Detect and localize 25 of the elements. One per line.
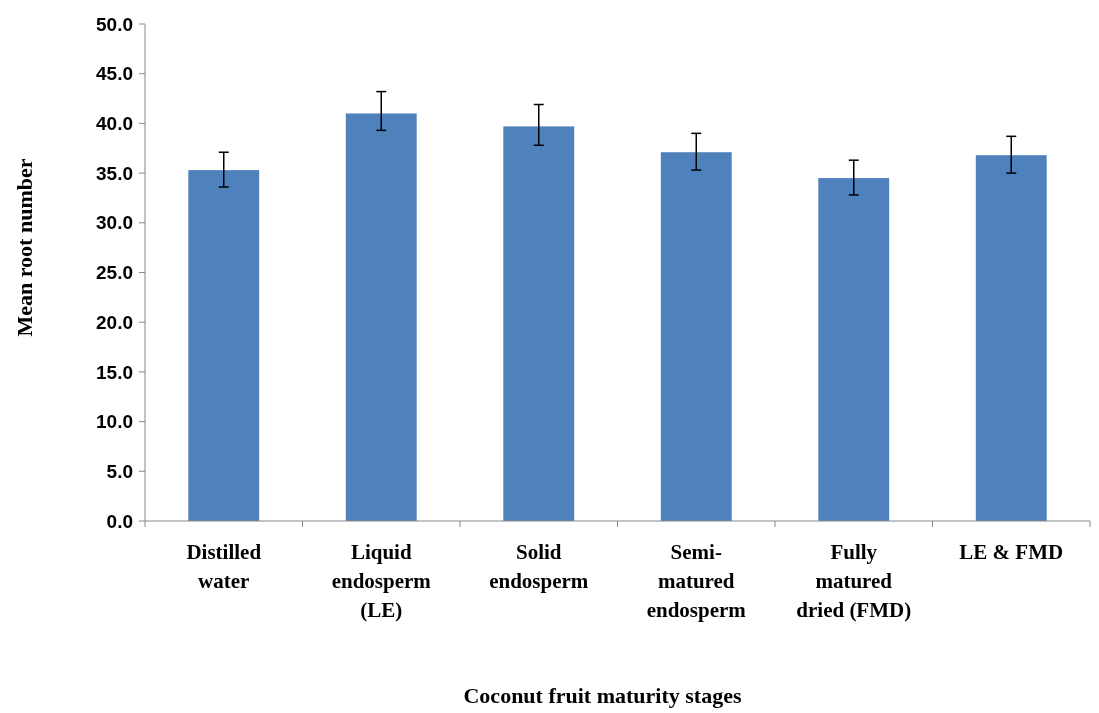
- x-tick-label: Semi-matured endosperm: [646, 540, 747, 622]
- bar: [503, 126, 575, 521]
- y-tick-label: 25.0: [96, 262, 133, 284]
- bar: [345, 113, 417, 521]
- y-tick-label: 50.0: [96, 13, 133, 35]
- y-tick-label: 15.0: [96, 361, 133, 383]
- bar: [818, 178, 890, 521]
- x-tick-label: Fully matured dried (FMD): [796, 540, 912, 622]
- y-tick-label: 0.0: [106, 510, 133, 532]
- bar: [660, 152, 732, 521]
- x-tick-label: LE & FMD: [959, 540, 1064, 564]
- y-tick-label: 30.0: [96, 212, 133, 234]
- y-tick-label: 5.0: [106, 460, 133, 482]
- y-tick-label: 40.0: [96, 113, 133, 135]
- bar: [188, 170, 260, 521]
- bar: [975, 155, 1047, 521]
- x-axis-title: Coconut fruit maturity stages: [463, 683, 742, 708]
- y-tick-label: 35.0: [96, 162, 133, 184]
- y-tick-label: 45.0: [96, 63, 133, 85]
- y-axis-title: Mean root number: [12, 158, 37, 337]
- y-tick-label: 20.0: [96, 311, 133, 333]
- x-tick-label: Liquid endosperm (LE): [331, 540, 432, 622]
- x-tick-label: Distilled water: [186, 540, 262, 593]
- x-tick-label: Solid endosperm: [489, 540, 589, 593]
- y-tick-label: 10.0: [96, 411, 133, 433]
